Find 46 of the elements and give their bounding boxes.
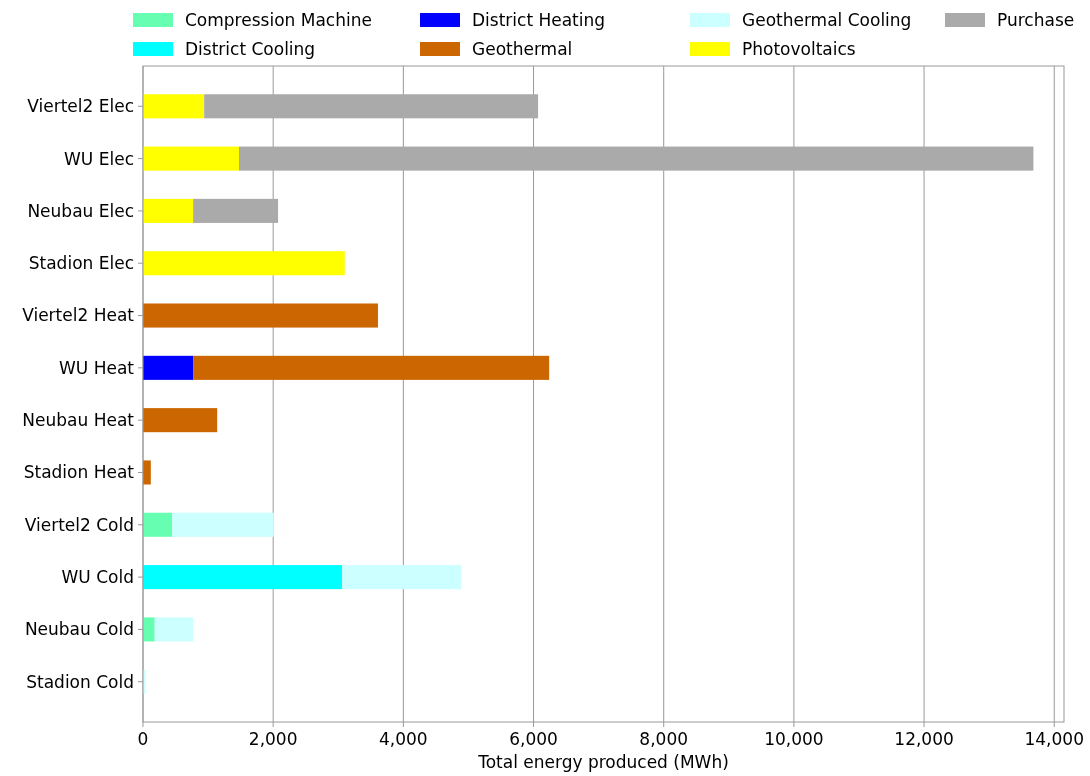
y-tick-label: Viertel2 Heat (22, 305, 135, 326)
y-tick-label: Stadion Elec (28, 253, 134, 274)
bar (342, 565, 462, 590)
bar (143, 198, 194, 223)
y-tick-label: Neubau Cold (24, 619, 134, 640)
y-tick-label: WU Heat (59, 357, 135, 378)
legend-label: Compression Machine (185, 9, 372, 30)
bar (172, 512, 274, 537)
x-tick-label: 0 (137, 729, 149, 749)
x-tick-label: 14,000 (1024, 729, 1084, 749)
bar (204, 94, 539, 119)
legend-label: Photovoltaics (742, 38, 856, 59)
bar (143, 146, 240, 171)
bar (143, 251, 345, 276)
bar (143, 303, 378, 328)
y-tick-label: Neubau Elec (27, 200, 134, 221)
bar (143, 94, 205, 119)
y-tick-label: Viertel2 Cold (24, 514, 134, 535)
bar (143, 617, 155, 642)
bar (143, 355, 194, 380)
bar (143, 460, 151, 485)
bar (239, 146, 1034, 171)
legend-label: Geothermal Cooling (742, 9, 912, 30)
x-axis-title: Total energy produced (MWh) (477, 752, 729, 772)
x-tick-label: 10,000 (764, 729, 824, 749)
x-tick-label: 4,000 (379, 729, 428, 749)
legend-label: District Cooling (185, 38, 316, 59)
x-tick-label: 12,000 (894, 729, 954, 749)
y-tick-label: Stadion Heat (23, 462, 135, 483)
legend-label: Purchase (997, 9, 1075, 30)
y-tick-label: Neubau Heat (22, 410, 135, 431)
y-tick-label: WU Cold (61, 567, 134, 588)
bar (143, 565, 343, 590)
bar (143, 408, 218, 433)
x-tick-label: 2,000 (248, 729, 298, 749)
y-tick-label: Viertel2 Elec (27, 96, 134, 117)
x-tick-label: 8,000 (639, 729, 689, 749)
legend-label: District Heating (472, 9, 606, 30)
y-tick-label: WU Elec (64, 148, 134, 169)
bar (143, 512, 173, 537)
bar (154, 617, 194, 642)
y-tick-label: Stadion Cold (26, 671, 134, 692)
bar (193, 355, 550, 380)
bar (193, 198, 279, 223)
x-tick-label: 6,000 (509, 729, 558, 749)
legend-label: Geothermal (472, 38, 573, 59)
